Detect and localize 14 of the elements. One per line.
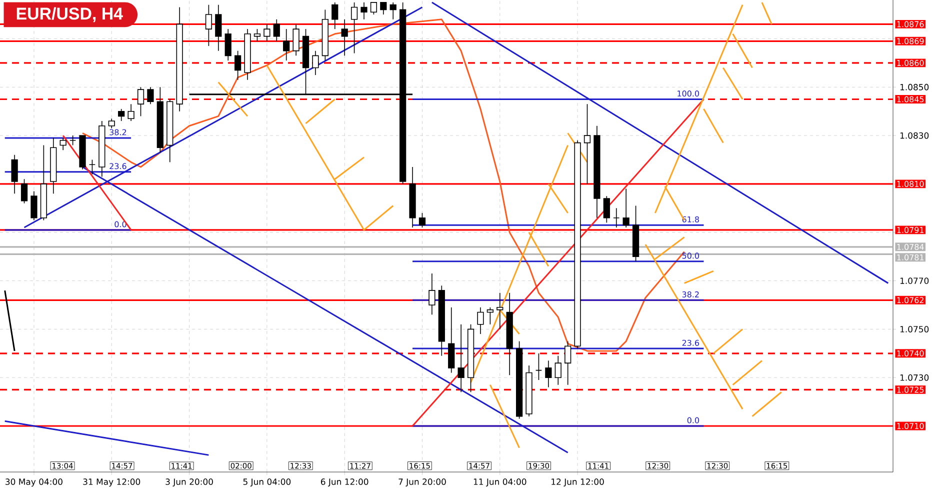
y-tick-label: 1.0830 [900,132,929,139]
y-tick-label: 1.0850 [900,84,929,90]
x-tick-label: 12 Jun 12:00 [552,478,604,487]
x-tick-label: 31 May 12:00 [83,478,140,487]
x-tick-label: 11 Jun 04:00 [474,478,526,487]
x-tick-label: 7 Jun 20:00 [398,478,446,487]
x-tick-label: 6 Jun 12:00 [320,478,368,487]
chart-title: EUR/USD, H4 [16,7,123,22]
x-tick-label: 5 Jun 04:00 [243,478,291,487]
y-tick-label: 1.0770 [900,278,929,284]
y-tick-label: 1.0750 [900,326,929,332]
x-tick-label: 3 Jun 20:00 [166,478,213,487]
y-tick-label: 1.0730 [900,374,929,381]
x-tick-label: 30 May 04:00 [6,478,62,487]
